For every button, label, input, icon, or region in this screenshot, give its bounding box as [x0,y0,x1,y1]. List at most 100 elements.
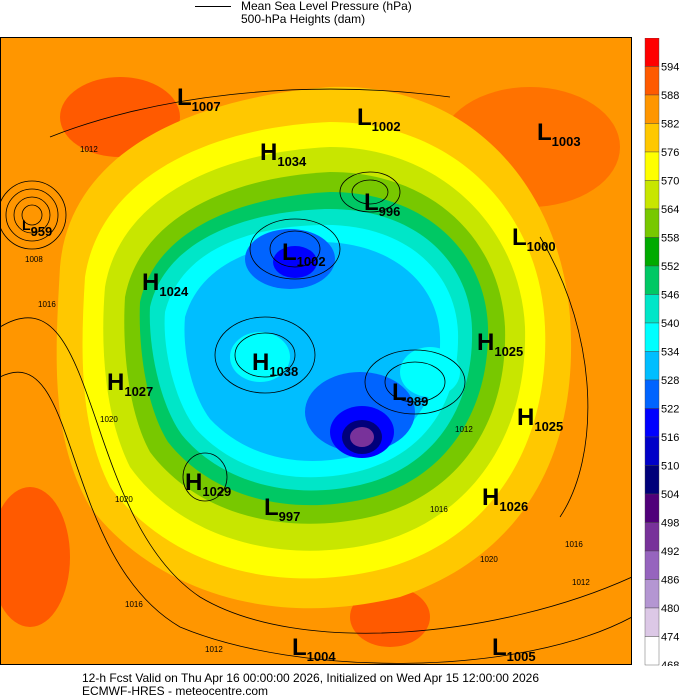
pressure-center-type: H [252,349,269,376]
colorbar-swatch [644,180,660,210]
colorbar-swatch [644,66,660,96]
contour-label: 1020 [115,495,133,504]
contour-label: 1016 [38,300,56,309]
pressure-center-value: 1029 [202,484,231,499]
colorbar-label: 582 [661,119,679,131]
pressure-center-high: H1029 [185,469,231,499]
colorbar-swatch [644,465,660,495]
colorbar-swatch [644,123,660,153]
pressure-center-value: 1003 [552,134,581,149]
colorbar-label: 522 [661,404,679,416]
pressure-center-high: H1025 [517,404,563,434]
contour-label: 1020 [100,415,118,424]
contour-label: 1012 [572,578,590,587]
map-footer: 12-h Fcst Valid on Thu Apr 16 00:00:00 2… [82,672,539,698]
pressure-center-type: L [537,119,552,146]
colorbar-swatch [644,408,660,438]
colorbar-swatch [644,151,660,181]
pressure-center-type: L [364,189,379,216]
colorbar-swatch [644,208,660,238]
colorbar-label: 498 [661,518,679,530]
pressure-center-high: H1025 [477,329,523,359]
forecast-valid-text: 12-h Fcst Valid on Thu Apr 16 00:00:00 2… [82,671,539,685]
colorbar-swatch [644,237,660,267]
pressure-center-type: L [264,494,279,521]
weather-map: 1012 1008 1016 1020 1020 1016 1012 1012 1016 1020… [0,37,632,665]
colorbar-swatch [644,607,660,637]
contour-label: 1016 [125,600,143,609]
pressure-center-type: L [392,379,407,406]
colorbar-swatch [644,436,660,466]
pressure-center-value: 997 [279,509,301,524]
pressure-center-type: L [177,84,192,111]
colorbar-swatch [644,579,660,609]
pressure-center-type: H [107,369,124,396]
colorbar-label: 516 [661,432,679,444]
colorbar-label: 552 [661,261,679,273]
pressure-center-type: L [22,217,31,233]
colorbar-label: 486 [661,575,679,587]
pressure-center-value: 959 [31,224,53,239]
colorbar-label: 576 [661,147,679,159]
pressure-center-high: H1038 [252,349,298,379]
pressure-center-high: H1034 [260,139,307,169]
pressure-center-type: H [260,139,277,166]
pressure-center-value: 1005 [507,649,536,664]
pressure-center-type: L [282,239,297,266]
colorbar-label: 534 [661,347,679,359]
colorbar-label: 474 [661,632,679,644]
pressure-center-high: H1026 [482,484,528,514]
colorbar-swatch [644,265,660,295]
pressure-center-value: 1025 [494,344,523,359]
pressure-center-value: 1002 [297,254,326,269]
pressure-center-type: H [185,469,202,496]
colorbar-swatch [644,493,660,523]
pressure-center-type: L [512,224,527,251]
colorbar-label: 504 [661,489,679,501]
pressure-center-low: L996 [364,189,400,219]
pressure-center-value: 1007 [192,99,221,114]
pressure-center-low: L1003 [537,119,581,149]
colorbar-swatch [644,636,660,666]
contour-label: 1008 [25,255,43,264]
pressure-center-value: 1034 [277,154,307,169]
colorbar-swatch [644,379,660,409]
pressure-center-value: 1038 [269,364,298,379]
contour-label: 1020 [480,555,498,564]
colorbar-label: 540 [661,318,679,330]
colorbar-label: 588 [661,90,679,102]
pressure-center-low: L989 [392,379,428,409]
pressure-center-low: L1004 [292,634,336,664]
pressure-center-value: 1004 [307,649,337,664]
contour-label: 1016 [565,540,583,549]
map-legend: Mean Sea Level Pressure (hPa) 500-hPa He… [195,0,412,26]
colorbar-label: 558 [661,233,679,245]
pressure-center-value: 1025 [534,419,563,434]
pressure-center-type: H [142,269,159,296]
pressure-center-low: L959 [22,217,52,239]
legend-mslp: Mean Sea Level Pressure (hPa) [241,0,412,13]
pressure-center-type: L [292,634,307,661]
colorbar-swatch [644,522,660,552]
contour-label: 1016 [430,505,448,514]
colorbar-swatch [644,294,660,324]
pressure-center-value: 1027 [124,384,153,399]
contour-label: 1012 [205,645,223,654]
contour-label: 1012 [455,425,473,434]
source-text: ECMWF-HRES - meteocentre.com [82,684,269,698]
colorbar-label: 510 [661,461,679,473]
pressure-center-high: H1024 [142,269,189,299]
pressure-center-low: L1005 [492,634,536,664]
legend-line-sample [195,6,231,7]
contour-label: 1012 [80,145,98,154]
colorbar: 594 588 582 576 570 564 558 552 546 540 534 528 522 5… [644,38,679,666]
colorbar-swatch [644,550,660,580]
legend-heights: 500-hPa Heights (dam) [241,12,366,26]
pressure-contours [0,88,632,664]
colorbar-swatch [644,38,660,67]
pressure-center-low: L1007 [177,84,221,114]
pressure-center-value: 1002 [372,119,401,134]
pressure-center-type: H [482,484,499,511]
colorbar-label: 468 [661,660,679,666]
